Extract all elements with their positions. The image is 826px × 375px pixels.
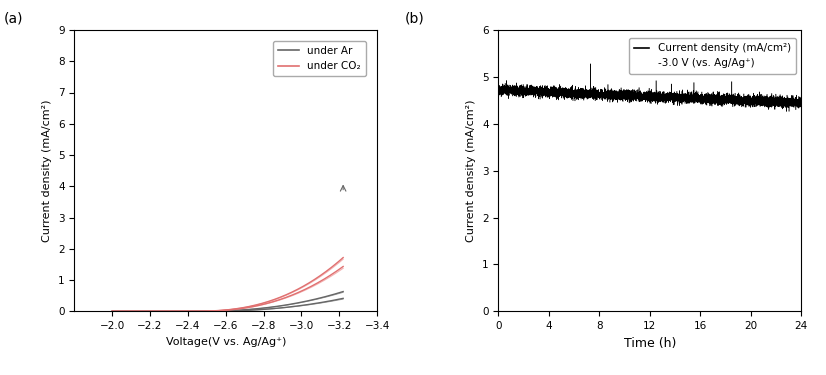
X-axis label: Time (h): Time (h)	[624, 336, 676, 350]
Text: (a): (a)	[4, 11, 24, 25]
Y-axis label: Current density (mA/cm²): Current density (mA/cm²)	[42, 99, 52, 242]
Legend: Current density (mA/cm²), -3.0 V (vs. Ag/Ag⁺): Current density (mA/cm²), -3.0 V (vs. Ag…	[629, 38, 796, 74]
Y-axis label: Current density (mA/cm²): Current density (mA/cm²)	[467, 99, 477, 242]
Text: (b): (b)	[405, 11, 425, 25]
Legend: under Ar, under CO₂: under Ar, under CO₂	[273, 41, 366, 76]
X-axis label: Voltage(V vs. Ag/Ag⁺): Voltage(V vs. Ag/Ag⁺)	[165, 336, 286, 346]
